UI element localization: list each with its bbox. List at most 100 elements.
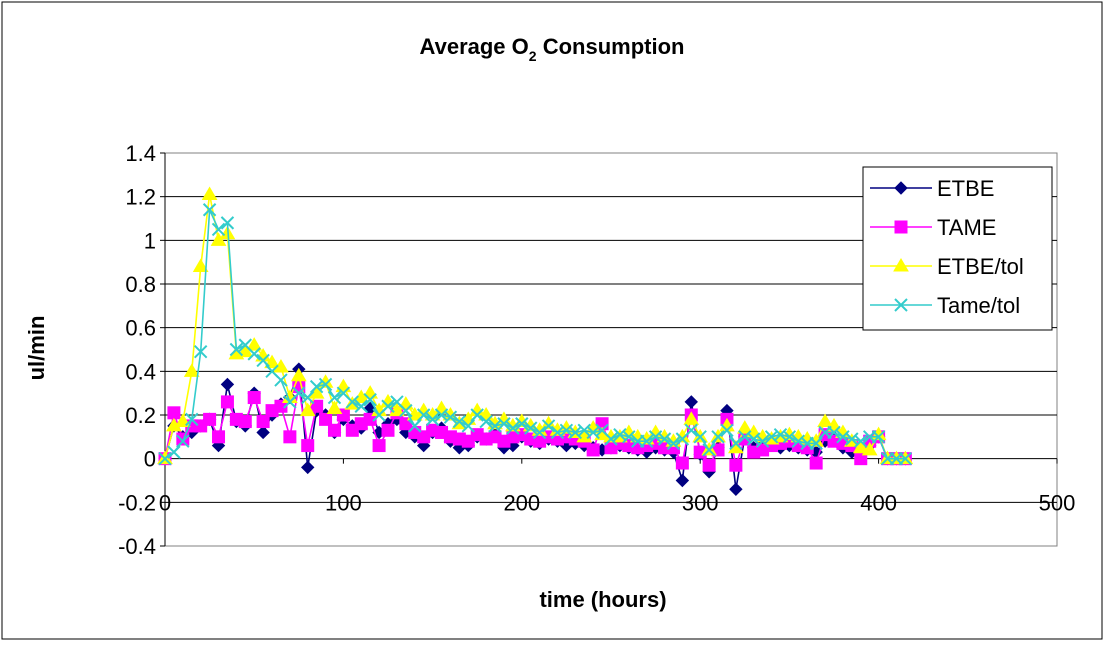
chart-title-main: Average O [420, 34, 529, 59]
data-point [817, 413, 833, 428]
data-point [256, 353, 270, 368]
legend-box [862, 166, 1053, 331]
y-tick-label: 0 [144, 447, 156, 472]
data-point [852, 439, 869, 454]
legend-entry: Tame/tol [870, 293, 1020, 318]
data-point [639, 434, 654, 448]
data-point [256, 415, 270, 429]
data-point [755, 434, 770, 448]
legend-marker [894, 220, 908, 234]
data-point [443, 410, 458, 424]
data-point [158, 451, 172, 466]
data-point [318, 377, 333, 392]
x-tick-labels: 0 100 200 300 400 500 [159, 491, 1075, 516]
data-point [506, 421, 520, 435]
legend-marker [894, 298, 908, 312]
data-point [183, 363, 200, 377]
data-point [301, 460, 315, 475]
data-point [809, 436, 823, 451]
data-point [345, 395, 360, 409]
series-group [157, 186, 914, 496]
legend-label: Tame/tol [937, 293, 1020, 318]
data-point [290, 367, 307, 382]
data-point [229, 342, 244, 357]
data-point [675, 456, 689, 470]
data-point [684, 395, 698, 409]
data-point [202, 203, 217, 217]
data-point [720, 423, 734, 437]
y-tick-labels: -0.4 -0.2 0 0.2 0.4 0.6 0.8 1 1.2 1.4 [118, 141, 156, 559]
data-point [299, 402, 316, 417]
data-point [363, 412, 377, 426]
data-point [372, 439, 386, 453]
data-point [532, 425, 547, 440]
data-point [666, 436, 681, 451]
data-point [461, 419, 475, 433]
data-point [210, 232, 227, 246]
data-point [693, 430, 707, 444]
chart-title: Average O2 Consumption [420, 34, 685, 64]
data-point [861, 441, 878, 456]
y-tick-label: -0.4 [118, 534, 156, 559]
data-point [193, 344, 208, 359]
data-point [683, 411, 700, 425]
chart-title-tail: Consumption [537, 34, 685, 59]
data-point [622, 430, 636, 444]
data-point [327, 390, 342, 405]
data-point [292, 386, 306, 400]
x-tick-label: 100 [325, 491, 362, 516]
x-tick-label: 500 [1039, 491, 1076, 516]
data-point [238, 415, 252, 429]
data-point [185, 412, 199, 427]
y-tick-label: 0.8 [125, 272, 156, 297]
y-axis-label: ul/min [24, 316, 49, 381]
legend-entry: ETBE/tol [870, 254, 1024, 279]
data-point [452, 414, 467, 429]
y-tick-label: -0.2 [118, 490, 156, 515]
data-point [167, 445, 181, 459]
data-point [524, 421, 538, 435]
data-point [274, 399, 288, 413]
data-point [541, 419, 556, 433]
legend-label: TAME [937, 215, 996, 240]
data-point [301, 439, 315, 453]
data-point [256, 425, 270, 440]
data-point [470, 408, 484, 422]
data-point [657, 432, 672, 446]
legend-marker [894, 181, 908, 195]
data-point [604, 432, 618, 446]
data-point [176, 434, 190, 448]
data-point [301, 390, 315, 405]
data-point [729, 482, 743, 496]
chart-title-subscript: 2 [529, 48, 537, 64]
data-point [871, 430, 886, 444]
data-point [211, 222, 226, 237]
data-point [684, 423, 698, 437]
y-tick-label: 1 [144, 228, 156, 253]
y-tick-label: 0.6 [125, 316, 156, 341]
data-point [702, 458, 716, 472]
data-point [247, 391, 261, 405]
data-point [425, 412, 440, 427]
data-point [782, 430, 797, 444]
data-point [319, 412, 333, 426]
data-point [408, 419, 422, 433]
y-tick-label: 1.4 [125, 141, 156, 166]
data-point [586, 443, 600, 457]
data-point [283, 430, 297, 444]
data-point [203, 412, 217, 426]
data-point [326, 400, 343, 414]
x-tick-label: 200 [503, 491, 540, 516]
legend-marker [893, 258, 909, 272]
data-point [416, 408, 431, 422]
x-tick-label: 0 [159, 491, 171, 516]
data-point [711, 430, 725, 444]
data-point [479, 414, 493, 429]
data-point [702, 443, 716, 457]
data-point [827, 425, 841, 440]
data-point [167, 406, 181, 420]
x-tick-label: 300 [682, 491, 719, 516]
data-point [729, 436, 743, 451]
data-point [854, 434, 868, 448]
